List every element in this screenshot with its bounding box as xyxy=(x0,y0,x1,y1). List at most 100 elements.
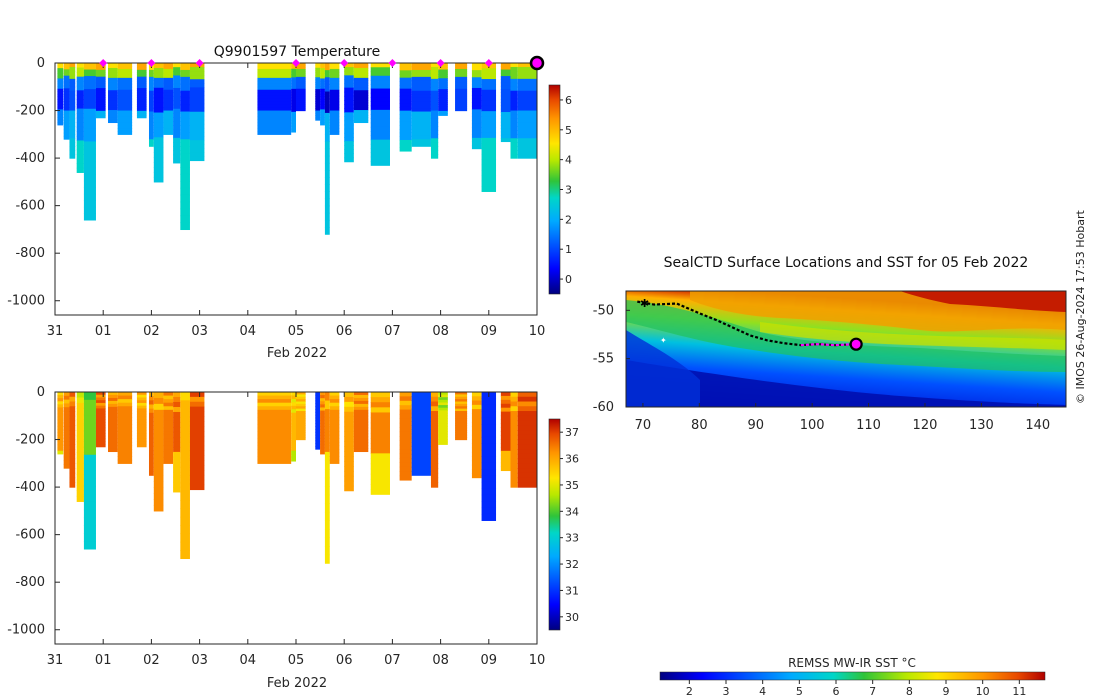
salinity-cell xyxy=(320,410,325,415)
salinity-cell xyxy=(370,448,390,454)
temperature-cell xyxy=(324,162,330,171)
salinity-cell xyxy=(189,460,205,466)
temperature-cell xyxy=(320,70,325,74)
temperature-cell xyxy=(153,107,164,114)
salinity-cell xyxy=(180,441,190,451)
salinity-cell xyxy=(76,408,84,415)
salinity-cell xyxy=(329,402,340,407)
temperature-cell xyxy=(83,115,96,123)
temperature-cell xyxy=(108,105,118,109)
temperature-cell xyxy=(69,66,76,72)
temperature-cell xyxy=(315,74,321,78)
temperature-cell xyxy=(95,74,106,78)
x-tick-label: 07 xyxy=(384,653,401,668)
salinity-cell xyxy=(500,399,511,405)
temperature-cell xyxy=(517,126,537,131)
temperature-cell xyxy=(455,106,468,110)
salinity-cell xyxy=(399,400,412,406)
salinity-cell xyxy=(510,411,518,417)
temperature-cell xyxy=(148,101,154,106)
temperature-cell xyxy=(163,119,174,124)
temperature-cell xyxy=(136,115,147,119)
salinity-cell xyxy=(324,417,330,427)
salinity-cell xyxy=(455,392,468,395)
salinity-cell xyxy=(291,454,296,459)
temperature-cell xyxy=(57,75,64,80)
temperature-cell xyxy=(76,67,84,73)
temperature-cell xyxy=(481,127,497,134)
salinity-cell xyxy=(481,449,497,457)
temperature-cell xyxy=(471,137,482,143)
temperature-cell xyxy=(324,155,330,164)
salinity-cell xyxy=(411,466,431,472)
temperature-cell xyxy=(430,70,439,76)
salinity-cell xyxy=(83,470,96,479)
temperature-cell xyxy=(189,111,205,117)
temperature-cell xyxy=(57,104,64,108)
temperature-cell xyxy=(399,95,412,101)
salinity-cell xyxy=(353,448,369,453)
salinity-cell xyxy=(189,465,205,471)
salinity-cell xyxy=(517,444,537,450)
salinity-cell xyxy=(189,411,205,417)
temperature-colorbar xyxy=(548,84,561,295)
salinity-cell xyxy=(76,392,84,399)
salinity-cell xyxy=(163,452,174,457)
salinity-cell xyxy=(180,541,190,551)
salinity-cell xyxy=(438,407,448,411)
temperature-cell xyxy=(430,134,439,139)
salinity-cell xyxy=(370,432,390,439)
temperature-cell xyxy=(517,118,537,124)
temperature-cell xyxy=(510,154,518,159)
salinity-cell xyxy=(153,475,164,482)
temperature-cell xyxy=(481,79,497,85)
salinity-cell xyxy=(257,431,292,436)
salinity-cell xyxy=(500,403,511,409)
salinity-cell xyxy=(329,409,340,414)
temperature-cell xyxy=(69,122,76,127)
salinity-cell xyxy=(153,498,164,506)
salinity-cell xyxy=(315,392,321,396)
temperature-cell xyxy=(481,143,497,150)
temperature-cell xyxy=(324,205,330,214)
temperature-cell xyxy=(353,65,369,69)
salinity-cell xyxy=(117,420,133,425)
salinity-cell xyxy=(136,411,147,415)
temperature-cell xyxy=(455,92,468,96)
temperature-cell xyxy=(353,85,369,89)
salinity-cell xyxy=(69,392,76,398)
salinity-cell xyxy=(324,511,330,521)
salinity-cell xyxy=(163,399,174,404)
salinity-cell xyxy=(136,405,147,410)
salinity-cell xyxy=(57,392,64,396)
temperature-cell xyxy=(500,79,511,84)
salinity-cell xyxy=(83,509,96,519)
temperature-cell xyxy=(291,80,296,84)
temperature-cell xyxy=(296,90,306,94)
temperature-cell xyxy=(481,159,497,166)
salinity-cell xyxy=(399,440,412,446)
temperature-cell xyxy=(95,101,106,105)
salinity-cell xyxy=(148,429,154,435)
temperature-cell xyxy=(95,88,106,91)
salinity-cell xyxy=(173,401,181,408)
salinity-cell xyxy=(430,415,439,422)
salinity-cell xyxy=(353,400,369,405)
salinity-cell xyxy=(69,449,76,455)
temperature-cell xyxy=(481,137,497,144)
temperature-cell xyxy=(399,147,412,152)
temperature-cell xyxy=(57,73,64,77)
temperature-cell xyxy=(399,110,412,115)
temperature-cell xyxy=(136,104,147,107)
salinity-cell xyxy=(329,431,340,436)
salinity-cell xyxy=(136,422,147,426)
temperature-cell xyxy=(180,153,190,161)
temperature-cell xyxy=(329,116,340,121)
temperature-cell xyxy=(83,102,96,110)
temperature-cell xyxy=(76,113,84,119)
salinity-cell xyxy=(481,436,497,444)
salinity-cell xyxy=(353,427,369,432)
temperature-cell xyxy=(430,110,439,116)
salinity-cell xyxy=(329,434,340,439)
salinity-cell xyxy=(136,424,147,429)
